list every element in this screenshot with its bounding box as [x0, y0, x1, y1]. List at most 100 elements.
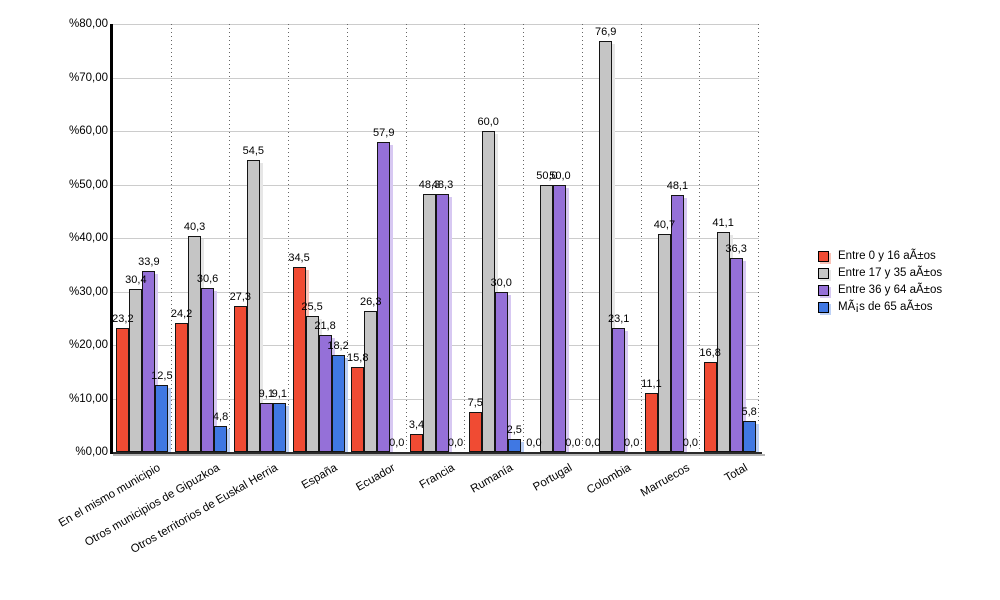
value-label: 57,9	[373, 127, 395, 140]
value-label: 23,1	[607, 313, 630, 326]
gridline	[113, 131, 759, 132]
value-label: 23,2	[112, 312, 134, 325]
value-label: 41,1	[712, 217, 734, 230]
value-label: 50,0	[549, 169, 571, 182]
category-separator	[229, 24, 231, 452]
legend-swatch	[818, 251, 829, 262]
value-label: 76,9	[594, 25, 617, 38]
x-category-label: Portugal	[530, 461, 574, 494]
bar	[331, 354, 345, 452]
x-category-label: Rumanía	[468, 461, 516, 496]
bar	[729, 257, 743, 452]
bar	[716, 232, 730, 452]
legend-swatch	[818, 302, 829, 313]
bar	[553, 184, 567, 452]
value-label: 30,6	[196, 273, 219, 286]
legend-swatch	[818, 268, 829, 279]
gridline	[113, 184, 759, 186]
bar	[377, 142, 391, 452]
bar	[188, 236, 202, 452]
bar	[657, 234, 671, 452]
value-label: 48,1	[666, 179, 689, 192]
value-label: 48,3	[418, 178, 441, 191]
bar	[703, 362, 717, 452]
bar	[351, 367, 365, 452]
bar	[116, 327, 130, 452]
bar	[259, 403, 273, 452]
plot-area: 23,2 24,2 27,3 34,5 15,8 3,4 7,5 0,0 0,0 11,1 16,8…	[110, 24, 762, 454]
value-label: 21,8	[314, 320, 336, 333]
value-label: 15,8	[347, 352, 369, 365]
bar	[599, 40, 613, 452]
value-label: 7,5	[467, 396, 483, 409]
value-label: 33,9	[138, 255, 160, 268]
bar	[612, 328, 626, 452]
y-tick-label: %30,00	[68, 285, 108, 298]
bar	[292, 267, 306, 452]
value-label: 27,3	[229, 290, 252, 303]
value-label: 9,1	[258, 388, 274, 401]
y-tick-label: %0,00	[75, 446, 108, 458]
x-category-label: Total	[723, 461, 751, 485]
value-label: 0,0	[624, 437, 640, 449]
value-label: 50,0	[536, 169, 558, 182]
category-separator	[523, 24, 525, 452]
value-label: 24,2	[170, 307, 193, 320]
bar	[201, 288, 215, 452]
gridline	[113, 24, 759, 25]
legend-swatch	[818, 285, 829, 296]
bar	[318, 335, 332, 452]
value-label: 9,1	[271, 388, 287, 401]
y-tick-label: %40,00	[68, 232, 108, 244]
bar	[175, 322, 189, 452]
value-label: 12,5	[151, 370, 173, 383]
y-tick-label: %70,00	[68, 71, 108, 84]
x-category-label: España	[299, 461, 340, 492]
x-category-label: Marruecos	[638, 461, 692, 500]
value-label: 26,3	[360, 296, 382, 309]
value-label: 30,0	[490, 276, 512, 289]
legend-label: Entre 36 y 64 aÃ±os	[838, 284, 943, 296]
bar	[481, 131, 495, 452]
value-label: 5,8	[741, 405, 757, 418]
value-label: 16,8	[699, 347, 721, 360]
value-label: 60,0	[477, 116, 499, 128]
bar	[468, 411, 482, 452]
category-separator	[346, 24, 348, 452]
category-separator	[640, 24, 642, 452]
gridline	[113, 77, 759, 79]
bar	[436, 193, 449, 452]
legend-label: Entre 17 y 35 aÃ±os	[838, 267, 943, 279]
bar	[129, 289, 143, 452]
value-label: 48,3	[431, 178, 454, 191]
value-label: 0,0	[565, 437, 581, 449]
category-separator	[758, 24, 759, 452]
legend: Entre 0 y 16 aÃ±os Entre 17 y 35 aÃ±os Ent…	[818, 250, 942, 314]
value-label: 0,0	[682, 437, 699, 449]
value-label: 40,7	[653, 219, 676, 232]
bar	[214, 426, 228, 452]
legend-item: Entre 36 y 64 aÃ±os	[818, 284, 942, 297]
bar	[364, 311, 378, 452]
bar	[155, 385, 169, 452]
value-label: 18,2	[327, 339, 349, 352]
value-label: 34,5	[288, 252, 310, 265]
bar	[423, 193, 436, 452]
category-separator	[405, 24, 407, 452]
legend-label: Entre 0 y 16 aÃ±os	[838, 250, 936, 262]
bar	[305, 315, 319, 452]
y-tick-label: %10,00	[68, 392, 108, 405]
bar	[233, 305, 247, 452]
bar	[644, 392, 658, 452]
bar	[410, 433, 423, 452]
bar	[742, 420, 756, 452]
y-axis-line	[110, 24, 113, 454]
bar	[494, 291, 508, 452]
bar	[246, 160, 260, 452]
bar	[272, 403, 286, 452]
category-separator	[464, 24, 466, 452]
value-label: 36,3	[725, 242, 747, 255]
value-label: 25,5	[301, 300, 323, 313]
bar	[507, 438, 521, 452]
